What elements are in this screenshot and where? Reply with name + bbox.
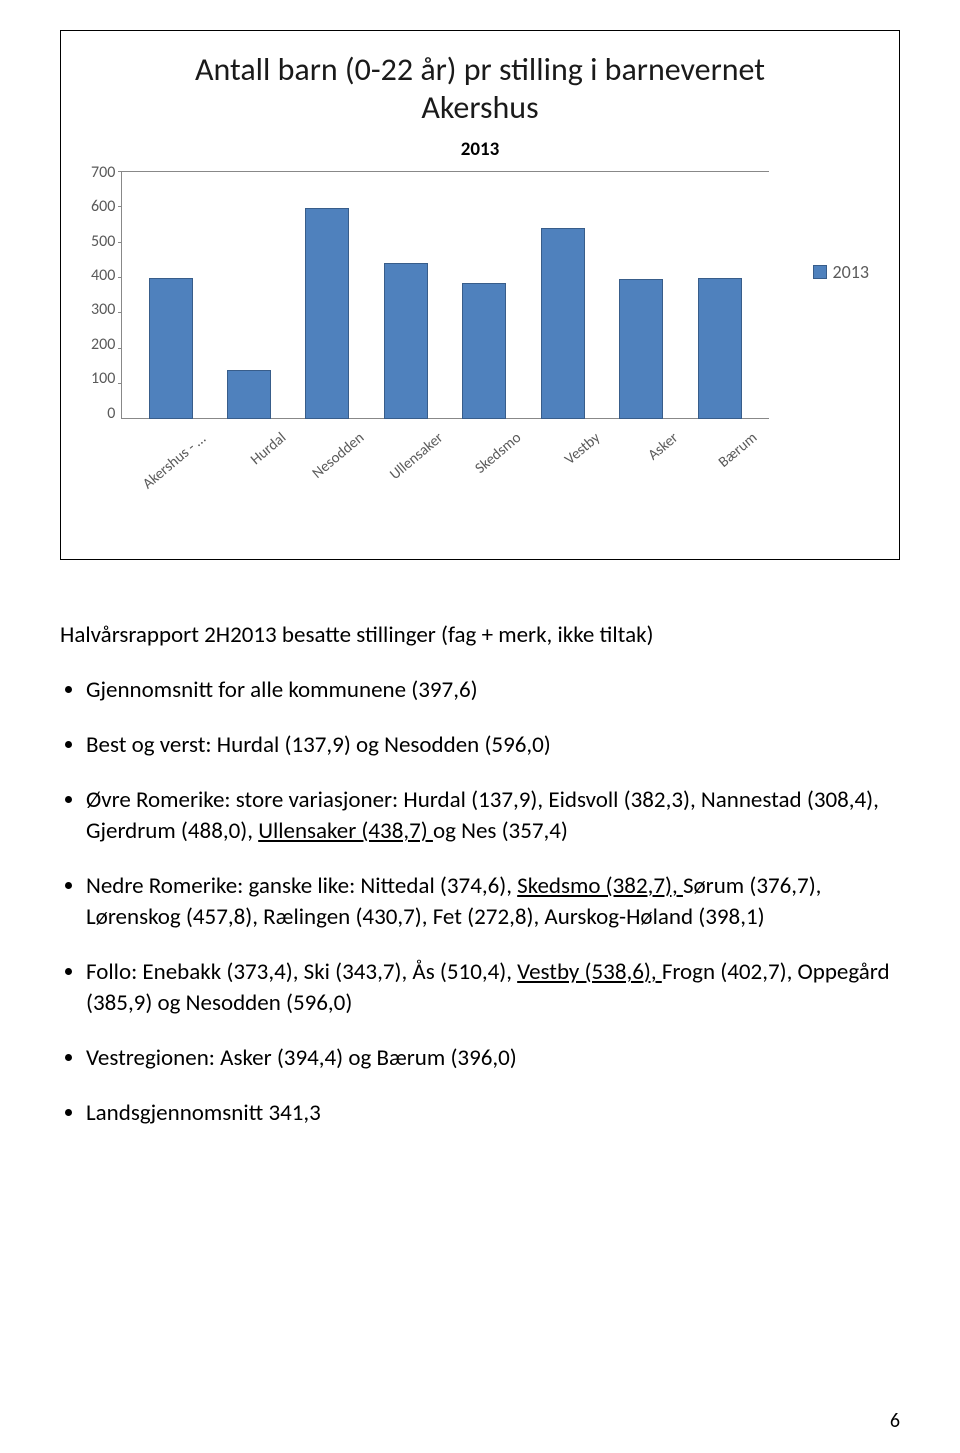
bullet-text-underline: Skedsmo (382,7), [517,872,683,900]
bar [698,278,742,418]
bar-slot [524,171,602,419]
page-number: 6 [890,1409,900,1433]
legend: 2013 [813,261,870,283]
chart-container: Antall barn (0-22 år) pr stilling i barn… [60,30,900,560]
bar-slot [131,171,209,419]
y-tick-label: 400 [91,266,115,285]
intro-text: Halvårsrapport 2H2013 besatte stillinger… [60,620,900,651]
list-item: Nedre Romerike: ganske like: Nittedal (3… [86,871,900,933]
list-item: Vestregionen: Asker (394,4) og Bærum (39… [86,1043,900,1074]
bullet-text: Landsgjennomsnitt 341,3 [86,1099,321,1127]
x-axis-labels: Akershus - alle…HurdalNesoddenUllensaker… [121,423,769,503]
bar [462,283,506,419]
page: Antall barn (0-22 år) pr stilling i barn… [0,0,960,1453]
chart-title-line1: Antall barn (0-22 år) pr stilling i barn… [195,50,765,89]
bar [619,279,663,419]
bullet-text: Vestregionen: Asker (394,4) og Bærum (39… [86,1044,517,1072]
chart-title-line2: Akershus [421,88,538,127]
chart-subtitle: 2013 [81,138,879,161]
bar-slot [210,171,288,419]
legend-spacer [769,171,879,511]
y-axis: 700 600 500 400 300 200 100 0 [91,163,121,423]
bars-group [121,171,769,419]
bar-slot [681,171,759,419]
list-item: Landsgjennomsnitt 341,3 [86,1098,900,1129]
list-item: Gjennomsnitt for alle kommunene (397,6) [86,675,900,706]
bar-slot [445,171,523,419]
chart-title: Antall barn (0-22 år) pr stilling i barn… [81,51,879,128]
y-tick-label: 100 [91,369,115,388]
bullet-text: Follo: Enebakk (373,4), Ski (343,7), Ås … [86,958,517,986]
bullet-text: Best og verst: Hurdal (137,9) og Nesodde… [86,731,551,759]
bullet-text-underline: Ullensaker (438,7) [258,817,433,845]
bullet-list: Gjennomsnitt for alle kommunene (397,6) … [60,675,900,1129]
bullet-text: Nedre Romerike: ganske like: Nittedal (3… [86,872,517,900]
bar [384,263,428,419]
legend-label: 2013 [833,261,870,283]
bar [305,208,349,419]
plot-region: Akershus - alle…HurdalNesoddenUllensaker… [121,171,769,511]
chart-plot-area: 700 600 500 400 300 200 100 0 [81,171,879,511]
bar-slot [288,171,366,419]
bullet-text: og Nes (357,4) [433,817,568,845]
legend-swatch [813,265,827,279]
y-tick-label: 300 [91,300,115,319]
bullet-text: Gjennomsnitt for alle kommunene (397,6) [86,676,478,704]
bar [227,370,271,419]
y-tick-label: 500 [91,232,115,251]
y-tick-label: 700 [91,163,115,182]
bar-slot [602,171,680,419]
list-item: Best og verst: Hurdal (137,9) og Nesodde… [86,730,900,761]
list-item: Follo: Enebakk (373,4), Ski (343,7), Ås … [86,957,900,1019]
bullet-text-underline: Vestby (538,6), [517,958,662,986]
bar [149,278,193,419]
bar-slot [367,171,445,419]
bar [541,228,585,419]
list-item: Øvre Romerike: store variasjoner: Hurdal… [86,785,900,847]
y-tick-label: 200 [91,335,115,354]
y-tick-label: 600 [91,197,115,216]
y-tick-label: 0 [91,404,115,423]
